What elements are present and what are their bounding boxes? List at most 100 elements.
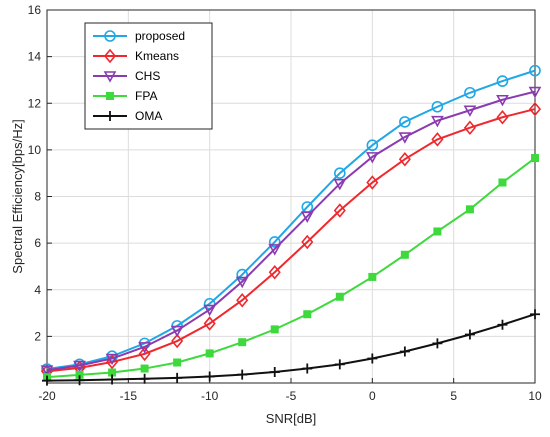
y-tick-label: 14 bbox=[28, 50, 42, 64]
data-point-kmeans bbox=[496, 109, 509, 125]
data-point-oma bbox=[302, 363, 313, 374]
data-point-oma bbox=[464, 329, 475, 340]
data-point-oma bbox=[107, 374, 118, 385]
data-point-chs bbox=[463, 105, 477, 117]
x-tick-label: 5 bbox=[450, 389, 457, 403]
data-point-chs bbox=[170, 325, 184, 338]
data-point-proposed bbox=[366, 139, 379, 152]
data-point-chs bbox=[300, 211, 314, 223]
legend-marker-oma bbox=[105, 111, 115, 121]
data-point-oma bbox=[237, 369, 248, 380]
data-point-fpa bbox=[335, 292, 344, 301]
legend-item-fpa: FPA bbox=[93, 89, 157, 103]
data-point-chs bbox=[235, 276, 249, 289]
legend-marker-fpa bbox=[106, 92, 114, 100]
series-line-fpa bbox=[46, 157, 536, 379]
data-point-kmeans bbox=[301, 234, 314, 250]
y-tick-label: 12 bbox=[28, 96, 42, 110]
data-point-fpa bbox=[140, 364, 149, 373]
x-tick-label: 0 bbox=[369, 389, 376, 403]
legend-label-kmeans: Kmeans bbox=[135, 49, 179, 63]
data-point-kmeans bbox=[463, 120, 476, 135]
data-point-proposed bbox=[464, 86, 476, 99]
y-tick-label: 10 bbox=[28, 143, 42, 157]
legend-marker-proposed bbox=[104, 30, 116, 42]
data-point-chs bbox=[365, 152, 379, 164]
series-line-oma bbox=[46, 313, 536, 382]
data-point-proposed bbox=[333, 167, 346, 179]
x-tick-label: 10 bbox=[528, 389, 542, 403]
data-point-kmeans bbox=[528, 101, 542, 117]
data-point-chs bbox=[73, 360, 86, 373]
series-line-proposed bbox=[46, 69, 536, 371]
legend-label-chs: CHS bbox=[135, 69, 160, 83]
y-tick-label: 8 bbox=[34, 190, 41, 204]
legend-label-oma: OMA bbox=[135, 109, 162, 123]
data-point-fpa bbox=[270, 325, 279, 334]
x-tick-label: -20 bbox=[38, 389, 56, 403]
data-point-chs bbox=[528, 86, 542, 99]
data-point-kmeans bbox=[203, 316, 216, 331]
legend-label-fpa: FPA bbox=[135, 89, 157, 103]
y-tick-label: 16 bbox=[28, 3, 42, 17]
data-point-chs bbox=[105, 353, 119, 366]
data-point-proposed bbox=[431, 100, 444, 113]
data-point-chs bbox=[268, 244, 282, 256]
y-tick-label: 4 bbox=[34, 283, 41, 297]
data-point-fpa bbox=[368, 272, 377, 281]
legend-item-kmeans: Kmeans bbox=[93, 48, 179, 64]
data-point-fpa bbox=[465, 205, 474, 214]
series-line-chs bbox=[46, 90, 536, 372]
legend-marker-chs bbox=[103, 71, 117, 83]
data-point-proposed bbox=[236, 268, 248, 281]
data-point-chs bbox=[496, 94, 509, 107]
data-point-oma bbox=[334, 359, 345, 370]
legend-item-proposed: proposed bbox=[93, 29, 185, 43]
data-point-oma bbox=[399, 346, 410, 357]
data-point-oma bbox=[74, 375, 85, 386]
data-point-fpa bbox=[173, 358, 182, 367]
legend-item-chs: CHS bbox=[93, 69, 160, 83]
data-point-kmeans bbox=[236, 292, 249, 308]
data-point-kmeans bbox=[431, 132, 444, 147]
legend-item-oma: OMA bbox=[93, 109, 162, 123]
data-point-fpa bbox=[531, 154, 539, 163]
data-point-chs bbox=[203, 304, 217, 317]
data-point-chs bbox=[138, 342, 151, 354]
data-point-oma bbox=[530, 309, 540, 320]
data-point-fpa bbox=[303, 310, 312, 319]
data-point-kmeans bbox=[138, 346, 151, 362]
data-point-oma bbox=[497, 319, 508, 330]
data-point-chs bbox=[40, 365, 54, 377]
x-tick-label: -10 bbox=[201, 389, 219, 403]
data-point-fpa bbox=[400, 250, 409, 259]
data-point-oma bbox=[204, 371, 215, 382]
x-axis-title: SNR[dB] bbox=[266, 411, 317, 426]
data-point-oma bbox=[42, 375, 52, 386]
x-tick-label: -5 bbox=[286, 389, 297, 403]
series-oma bbox=[42, 309, 540, 386]
data-point-fpa bbox=[238, 338, 247, 347]
x-tick-label: -15 bbox=[120, 389, 138, 403]
data-point-chs bbox=[431, 115, 444, 128]
data-point-oma bbox=[172, 372, 183, 383]
series-line-kmeans bbox=[46, 108, 536, 373]
axis-ticks: -20 -15 -10 -5 0 5 10 2 4 6 8 10 12 14 16 bbox=[28, 3, 542, 403]
data-point-fpa bbox=[433, 227, 442, 236]
legend: proposed Kmeans CHS FPA OMA bbox=[84, 22, 213, 130]
y-tick-label: 2 bbox=[34, 329, 41, 343]
data-point-kmeans bbox=[398, 151, 411, 167]
data-point-kmeans bbox=[366, 175, 379, 190]
grid-lines bbox=[46, 9, 536, 383]
data-point-proposed bbox=[268, 236, 281, 248]
legend-marker-kmeans bbox=[103, 48, 117, 64]
data-point-proposed bbox=[399, 116, 411, 128]
data-point-fpa bbox=[498, 178, 507, 187]
data-point-fpa bbox=[205, 349, 214, 358]
data-point-oma bbox=[367, 353, 378, 364]
data-point-proposed bbox=[496, 75, 509, 87]
data-point-chs bbox=[333, 178, 347, 191]
data-point-oma bbox=[139, 373, 150, 384]
y-axis-title: Spectral Efficiency[bps/Hz] bbox=[10, 119, 25, 273]
